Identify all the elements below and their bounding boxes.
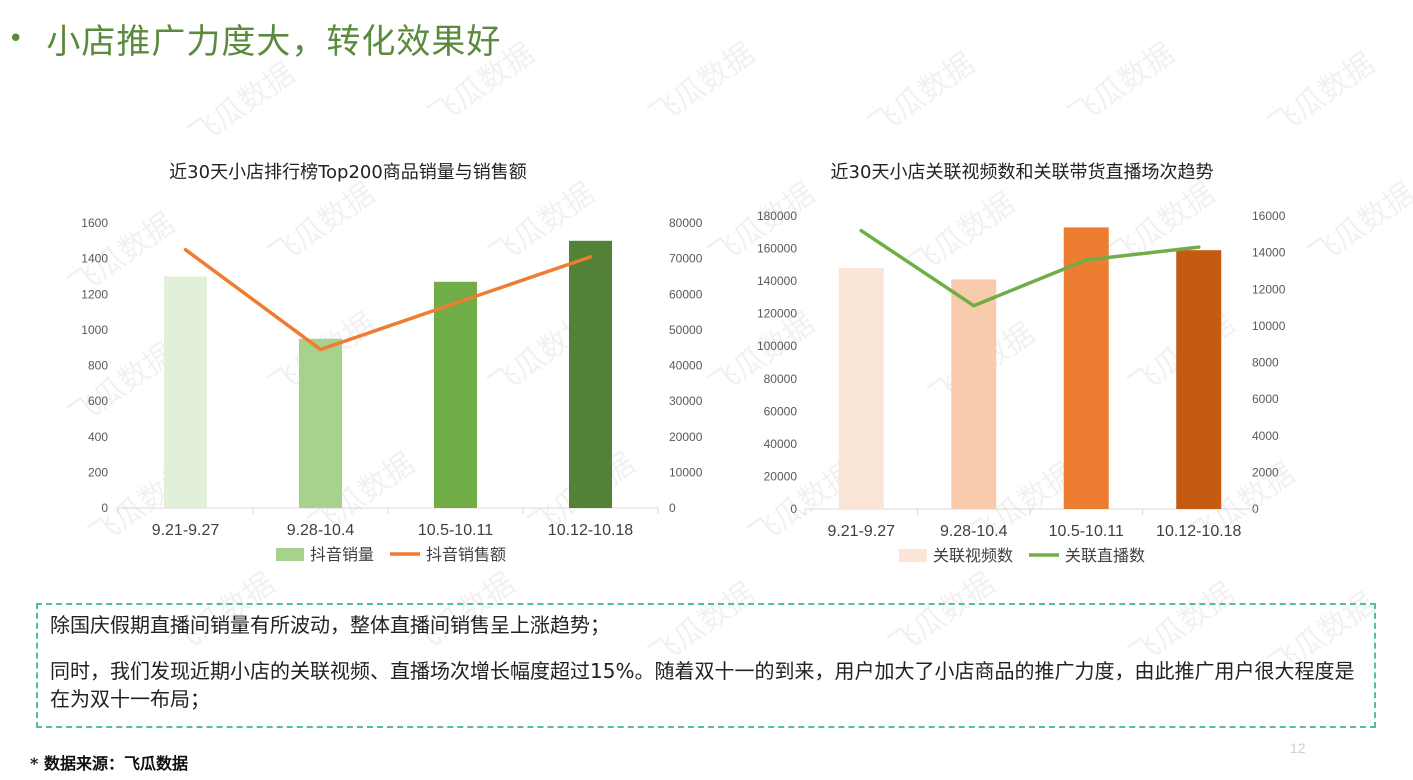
y-right-tick-label: 12000 [1252, 282, 1286, 296]
legend-label-bar: 关联视频数 [933, 546, 1013, 565]
y-left-tick-label: 140000 [757, 274, 797, 288]
y-right-tick-label: 0 [669, 501, 676, 515]
y-left-tick-label: 100000 [757, 339, 797, 353]
x-tick-label: 9.21-9.27 [152, 522, 220, 539]
y-left-tick-label: 20000 [764, 469, 798, 483]
data-source-footnote: * 数据来源：飞瓜数据 [30, 754, 188, 773]
bar [951, 279, 997, 509]
legend-label-bar: 抖音销量 [310, 545, 374, 564]
chart-title: 近30天小店关联视频数和关联带货直播场次趋势 [831, 162, 1214, 183]
y-right-tick-label: 50000 [669, 323, 703, 337]
x-tick-label: 10.5-10.11 [418, 522, 493, 539]
summary-line-1: 除国庆假期直播间销量有所波动，整体直播间销售呈上涨趋势； [50, 613, 610, 637]
x-tick-label: 9.28-10.4 [940, 523, 1008, 540]
y-right-tick-label: 10000 [669, 465, 703, 479]
y-left-tick-label: 400 [88, 430, 108, 444]
y-right-tick-label: 60000 [669, 287, 703, 301]
bar [1176, 250, 1222, 509]
series-line [183, 247, 593, 352]
y-right-tick-label: 6000 [1252, 392, 1279, 406]
summary-box: 除国庆假期直播间销量有所波动，整体直播间销售呈上涨趋势； 同时，我们发现近期小店… [36, 603, 1376, 728]
watermark: 飞瓜数据 [1062, 36, 1182, 134]
chart-title: 近30天小店排行榜Top200商品销量与销售额 [169, 162, 527, 183]
summary-line-2: 同时，我们发现近期小店的关联视频、直播场次增长幅度超过15%。随着双十一的到来，… [50, 659, 1355, 711]
x-tick-label: 10.12-10.18 [1156, 523, 1242, 540]
bar [838, 268, 884, 509]
bar [299, 338, 342, 508]
y-left-tick-label: 1000 [81, 323, 108, 337]
y-left-tick-label: 1600 [81, 216, 108, 230]
watermark: 飞瓜数据 [1262, 46, 1382, 144]
y-left-tick-label: 0 [101, 501, 108, 515]
y-right-tick-label: 16000 [1252, 209, 1286, 223]
y-left-tick-label: 800 [88, 359, 108, 373]
bar [164, 276, 207, 508]
y-right-tick-label: 20000 [669, 430, 703, 444]
y-left-tick-label: 60000 [764, 404, 798, 418]
watermark: 飞瓜数据 [182, 56, 302, 154]
bullet-icon: • [8, 23, 25, 54]
y-right-tick-label: 10000 [1252, 319, 1286, 333]
y-right-tick-label: 30000 [669, 394, 703, 408]
legend-swatch-bar [276, 548, 304, 561]
y-left-tick-label: 0 [790, 502, 797, 516]
y-right-tick-label: 80000 [669, 216, 703, 230]
y-right-tick-label: 40000 [669, 359, 703, 373]
y-right-tick-label: 8000 [1252, 356, 1279, 370]
headline-text: 小店推广力度大，转化效果好 [46, 22, 502, 62]
video-live-trend-chart: 近30天小店关联视频数和关联带货直播场次趋势 0 20000 40000 60000 80… [757, 162, 1286, 565]
y-left-tick-label: 200 [88, 465, 108, 479]
page-number: 12 [1290, 740, 1306, 756]
y-left-tick-label: 600 [88, 394, 108, 408]
headline: • 小店推广力度大，转化效果好 [8, 14, 501, 63]
legend-swatch-bar [899, 549, 927, 562]
bar [569, 240, 612, 508]
bar [434, 281, 477, 508]
legend-label-line: 关联直播数 [1065, 546, 1145, 565]
y-left-tick-label: 1400 [81, 252, 108, 266]
y-right-tick-label: 2000 [1252, 465, 1279, 479]
y-right-tick-label: 4000 [1252, 429, 1279, 443]
watermark: 飞瓜数据 [862, 46, 982, 144]
y-left-tick-label: 40000 [764, 437, 798, 451]
legend-label-line: 抖音销售额 [426, 545, 506, 564]
y-left-tick-label: 80000 [764, 372, 798, 386]
y-right-tick-label: 14000 [1252, 246, 1286, 260]
y-left-tick-label: 120000 [757, 307, 797, 321]
y-left-tick-label: 180000 [757, 209, 797, 223]
x-tick-label: 10.5-10.11 [1049, 523, 1124, 540]
y-right-tick-label: 70000 [669, 252, 703, 266]
y-left-tick-label: 160000 [757, 242, 797, 256]
x-tick-label: 9.28-10.4 [287, 522, 355, 539]
bar [1063, 227, 1109, 509]
x-tick-label: 10.12-10.18 [548, 522, 634, 539]
sales-volume-chart: 近30天小店排行榜Top200商品销量与销售额 0 200 400 600 800 1000… [81, 162, 703, 564]
series-line [859, 228, 1201, 308]
x-tick-label: 9.21-9.27 [827, 523, 895, 540]
y-left-tick-label: 1200 [81, 287, 108, 301]
watermark: 飞瓜数据 [642, 36, 762, 134]
